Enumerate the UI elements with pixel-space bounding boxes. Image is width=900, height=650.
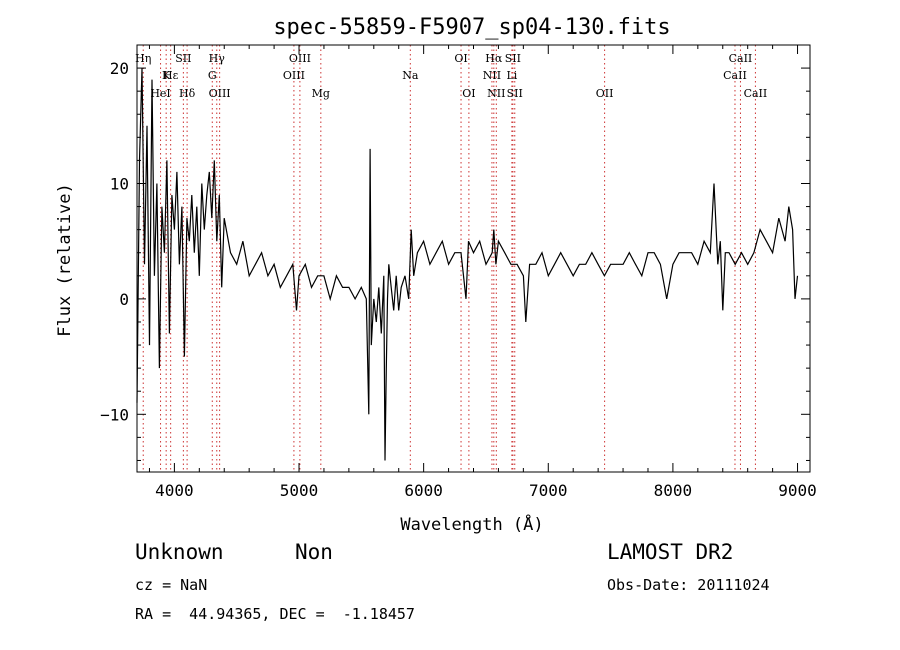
y-tick-label: 20 — [110, 59, 129, 78]
observation-date: Obs-Date: 20111024 — [607, 576, 770, 594]
redshift-cz: cz = NaN — [135, 576, 208, 594]
line-label: CaII — [729, 52, 753, 65]
line-label: Hγ — [209, 52, 226, 65]
x-axis-label: Wavelength (Å) — [400, 513, 543, 535]
line-label: OI — [462, 87, 475, 100]
x-tick-label: 7000 — [529, 481, 568, 500]
line-label: OIII — [289, 52, 311, 65]
spectral-line-markers — [142, 45, 756, 472]
line-label: SII — [175, 52, 191, 65]
line-label: K — [162, 69, 171, 82]
line-label: Na — [402, 69, 419, 82]
line-label: OIII — [283, 69, 305, 82]
y-axis-ticks: −10 0 10 20 — [100, 44, 810, 461]
line-label: HeI — [150, 87, 170, 100]
line-label: Hδ — [179, 87, 196, 100]
x-tick-label: 8000 — [654, 481, 693, 500]
ra-dec-coordinates: RA = 44.94365, DEC = -1.18457 — [135, 605, 415, 623]
x-tick-label: 4000 — [155, 481, 194, 500]
line-label: CaII — [723, 69, 747, 82]
x-tick-label: 9000 — [778, 481, 817, 500]
line-label: Hε — [163, 69, 179, 82]
survey-name: LAMOST DR2 — [607, 540, 734, 564]
line-label: Mg — [312, 87, 330, 100]
x-tick-label: 6000 — [404, 481, 443, 500]
object-class: Unknown — [135, 540, 224, 564]
line-label: NII — [483, 69, 501, 82]
y-tick-label: −10 — [100, 405, 129, 424]
line-label: Li — [506, 69, 517, 82]
line-label: SII — [507, 87, 523, 100]
spectrum-series-line — [136, 68, 799, 461]
chart-title: spec-55859-F5907_sp04-130.fits — [273, 15, 670, 40]
object-subclass: Non — [295, 540, 333, 564]
line-label: CaII — [744, 87, 768, 100]
x-axis-ticks: 4000 5000 6000 7000 8000 9000 — [148, 45, 817, 500]
y-tick-label: 0 — [119, 290, 129, 309]
line-label: OIII — [209, 87, 231, 100]
line-label: G — [208, 69, 217, 82]
spectral-line-labels: Hη HeI KHε SII Hδ G Hγ OIII OIII OIII Mg Na OI OI NII H… — [135, 52, 767, 100]
line-label: Hα — [485, 52, 503, 65]
spectrum-chart: spec-55859-F5907_sp04-130.fits Wavelengt… — [55, 15, 817, 535]
x-tick-label: 5000 — [280, 481, 319, 500]
line-label: Hη — [135, 52, 151, 65]
line-label: OI — [454, 52, 467, 65]
y-axis-label: Flux (relative) — [55, 183, 75, 337]
line-label: OII — [596, 87, 614, 100]
line-label: SII — [505, 52, 521, 65]
y-tick-label: 10 — [110, 174, 129, 193]
line-label: NII — [487, 87, 505, 100]
